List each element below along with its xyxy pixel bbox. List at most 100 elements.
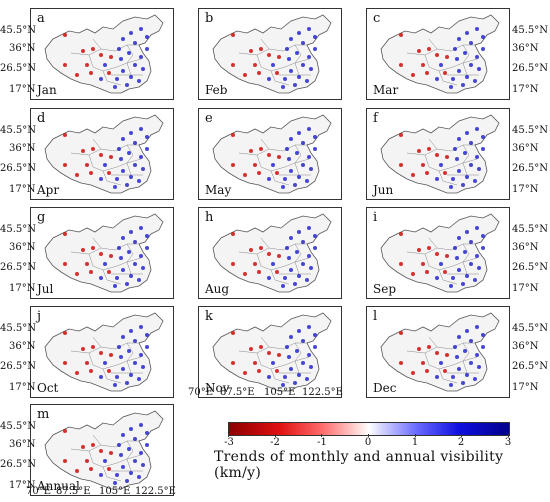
station-marker	[451, 276, 455, 280]
station-marker	[231, 232, 235, 236]
station-marker	[75, 469, 79, 473]
station-marker	[275, 270, 279, 274]
station-marker	[141, 463, 145, 467]
station-marker	[301, 339, 305, 343]
station-marker	[125, 282, 129, 286]
station-marker	[253, 163, 257, 167]
station-marker	[243, 173, 247, 177]
station-marker	[281, 185, 285, 189]
china-map	[44, 213, 164, 293]
country-outline	[380, 114, 500, 194]
station-marker	[473, 179, 477, 183]
station-marker	[145, 246, 149, 250]
station-marker	[249, 347, 253, 351]
station-marker	[139, 254, 143, 258]
station-marker	[435, 351, 439, 355]
station-marker	[289, 367, 293, 371]
lat-label: 36°N	[512, 143, 539, 154]
station-marker	[113, 185, 117, 189]
lat-label: 36°N	[9, 242, 36, 253]
province-border	[92, 336, 102, 348]
station-marker	[259, 345, 263, 349]
station-marker	[465, 31, 469, 35]
station-marker	[457, 37, 461, 41]
station-marker	[435, 375, 439, 379]
station-marker	[231, 361, 235, 365]
station-marker	[121, 69, 125, 73]
station-marker	[145, 333, 149, 337]
country-outline	[212, 312, 332, 392]
station-marker	[439, 262, 443, 266]
station-marker	[469, 163, 473, 167]
lat-label: 36°N	[9, 143, 36, 154]
lat-label: 17°N	[9, 480, 36, 491]
province-border	[92, 434, 102, 446]
province-border	[462, 243, 470, 263]
china-map	[44, 312, 164, 392]
station-marker	[231, 262, 235, 266]
station-marker	[307, 55, 311, 59]
station-marker	[301, 141, 305, 145]
china-map	[380, 312, 500, 392]
station-marker	[449, 185, 453, 189]
lat-label: 45.5°N	[0, 421, 37, 432]
station-marker	[283, 177, 287, 181]
station-marker	[297, 175, 301, 179]
station-marker	[267, 375, 271, 379]
station-marker	[297, 131, 301, 135]
station-marker	[99, 473, 103, 477]
province-border	[102, 269, 122, 285]
province-border	[126, 243, 134, 263]
lat-label: 17°N	[9, 382, 36, 393]
china-map	[380, 114, 500, 194]
station-marker	[445, 155, 449, 159]
lon-label: 87.5°E	[56, 486, 91, 497]
station-marker	[63, 133, 67, 137]
station-marker	[275, 369, 279, 373]
station-marker	[103, 63, 107, 67]
province-border	[126, 440, 134, 460]
lon-label: 122.5°E	[135, 486, 176, 497]
station-marker	[121, 335, 125, 339]
station-marker	[475, 325, 479, 329]
station-marker	[259, 246, 263, 250]
station-marker	[477, 67, 481, 71]
station-marker	[81, 49, 85, 53]
station-marker	[121, 465, 125, 469]
station-marker	[125, 381, 129, 385]
station-marker	[473, 278, 477, 282]
panel-mar: c Mar	[366, 8, 510, 100]
station-marker	[63, 429, 67, 433]
china-map	[212, 114, 332, 194]
station-marker	[119, 453, 123, 457]
station-marker	[125, 183, 129, 187]
station-marker	[469, 240, 473, 244]
station-marker	[283, 276, 287, 280]
province-border	[406, 247, 452, 255]
station-marker	[427, 47, 431, 51]
panel-may: e May	[198, 108, 342, 200]
lat-label: 45.5°N	[512, 125, 549, 136]
colorbar	[228, 422, 510, 436]
station-marker	[133, 339, 137, 343]
station-marker	[289, 69, 293, 73]
country-outline	[44, 14, 164, 94]
station-marker	[465, 329, 469, 333]
lat-label: 36°N	[512, 43, 539, 54]
station-marker	[231, 163, 235, 167]
lat-label: 45.5°N	[512, 25, 549, 36]
province-border	[270, 170, 290, 186]
china-map	[44, 14, 164, 94]
station-marker	[129, 75, 133, 79]
province-border	[256, 154, 286, 172]
station-marker	[421, 361, 425, 365]
station-marker	[283, 375, 287, 379]
station-marker	[141, 167, 145, 171]
station-marker	[411, 272, 415, 276]
station-marker	[141, 67, 145, 71]
china-map	[212, 213, 332, 293]
station-marker	[289, 268, 293, 272]
lat-label: 26.5°N	[0, 459, 37, 470]
province-border	[424, 352, 454, 370]
station-marker	[63, 331, 67, 335]
